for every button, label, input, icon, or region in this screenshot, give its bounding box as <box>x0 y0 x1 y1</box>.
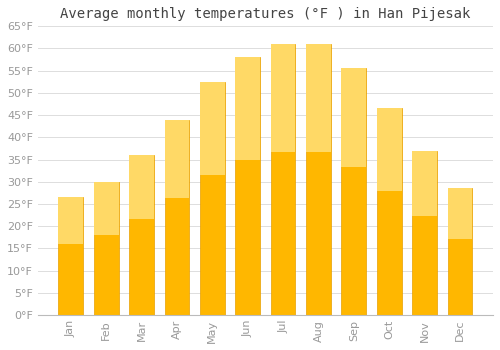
Bar <box>164 120 190 198</box>
Bar <box>200 82 225 175</box>
Bar <box>270 44 295 153</box>
Bar <box>94 182 118 235</box>
Bar <box>412 151 437 315</box>
Bar <box>164 120 190 315</box>
Bar <box>448 188 472 315</box>
Bar <box>94 182 118 315</box>
Bar <box>377 108 402 315</box>
Bar <box>306 44 331 315</box>
Bar <box>236 57 260 160</box>
Bar <box>377 108 402 191</box>
Bar <box>129 155 154 315</box>
Bar <box>342 69 366 315</box>
Bar <box>270 44 295 315</box>
Bar <box>342 69 366 167</box>
Bar <box>412 151 437 216</box>
Bar <box>58 197 84 244</box>
Bar <box>448 188 472 239</box>
Bar <box>58 197 84 315</box>
Bar <box>200 82 225 315</box>
Bar <box>306 44 331 153</box>
Bar <box>236 57 260 315</box>
Title: Average monthly temperatures (°F ) in Han Pijesak: Average monthly temperatures (°F ) in Ha… <box>60 7 470 21</box>
Bar <box>129 155 154 219</box>
